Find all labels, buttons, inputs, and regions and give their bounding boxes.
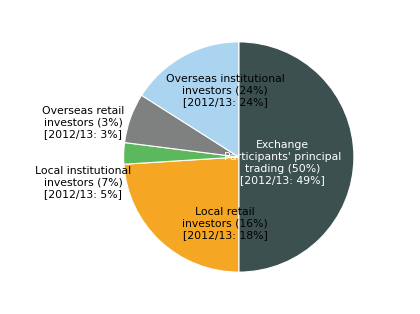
Wedge shape xyxy=(142,42,239,157)
Text: Local retail
investors (16%)
[2012/13: 18%]: Local retail investors (16%) [2012/13: 1… xyxy=(182,207,268,241)
Wedge shape xyxy=(239,42,354,272)
Text: Exchange
Participants' principal
trading (50%)
[2012/13: 49%]: Exchange Participants' principal trading… xyxy=(224,140,341,185)
Text: Overseas institutional
investors (24%)
[2012/13: 24%]: Overseas institutional investors (24%) [… xyxy=(165,73,284,107)
Wedge shape xyxy=(125,95,239,157)
Wedge shape xyxy=(124,157,239,272)
Wedge shape xyxy=(123,143,239,164)
Text: Overseas retail
investors (3%)
[2012/13: 3%]: Overseas retail investors (3%) [2012/13:… xyxy=(42,106,124,139)
Text: Local institutional
investors (7%)
[2012/13: 5%]: Local institutional investors (7%) [2012… xyxy=(35,166,131,199)
